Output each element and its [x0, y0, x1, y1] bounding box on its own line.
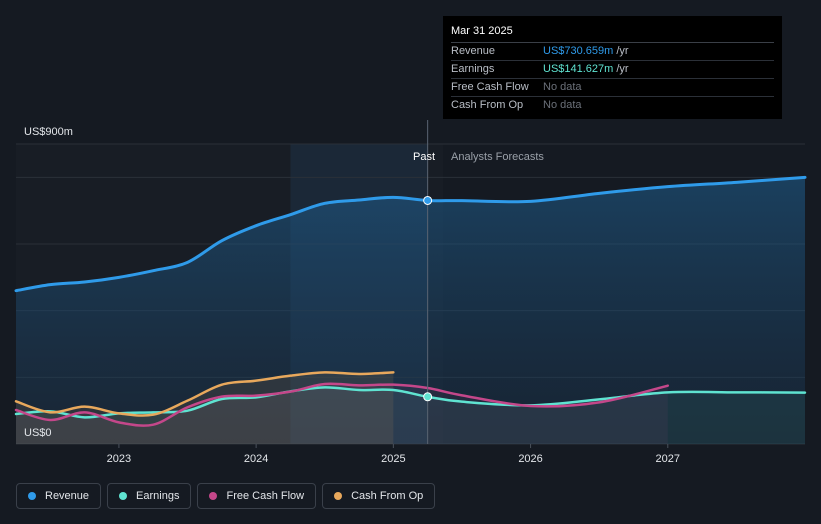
tooltip-row-revenue: Revenue US$730.659m /yr — [451, 43, 774, 61]
legend-item-earnings[interactable]: Earnings — [107, 483, 192, 509]
past-label: Past — [413, 151, 435, 163]
legend: Revenue Earnings Free Cash Flow Cash Fro… — [16, 483, 436, 509]
forecast-label: Analysts Forecasts — [451, 151, 544, 163]
tooltip-label: Cash From Op — [451, 99, 524, 111]
tooltip-row-free-cash-flow: Free Cash Flow No data — [451, 79, 774, 97]
x-tick-label: 2023 — [107, 453, 131, 465]
legend-item-cash-from-op[interactable]: Cash From Op — [322, 483, 436, 509]
legend-dot-icon — [28, 492, 36, 500]
legend-dot-icon — [119, 492, 128, 500]
y-axis-max-label: US$900m — [24, 126, 73, 138]
tooltip-label: Earnings — [451, 63, 495, 75]
free-cash-flow-line — [14, 382, 670, 427]
tooltip-row-earnings: Earnings US$141.627m /yr — [451, 61, 774, 79]
revenue-area — [16, 177, 805, 445]
legend-item-revenue[interactable]: Revenue — [16, 483, 102, 509]
revenue-line — [14, 175, 807, 293]
tooltip-date: Mar 31 2025 — [451, 22, 774, 43]
legend-label: Revenue — [45, 490, 90, 502]
tooltip: Mar 31 2025 Revenue US$730.659m /yr Earn… — [443, 16, 782, 119]
x-tick-label: 2026 — [518, 453, 542, 465]
y-axis-min-label: US$0 — [24, 427, 52, 439]
earnings-marker — [423, 392, 433, 402]
x-tick-label: 2025 — [381, 453, 405, 465]
revenue-marker — [423, 195, 433, 205]
legend-label: Earnings — [136, 490, 180, 502]
tooltip-unit: /yr — [616, 63, 629, 75]
legend-label: Cash From Op — [351, 490, 424, 502]
legend-dot-icon — [209, 492, 218, 500]
tooltip-value: US$730.659m — [543, 45, 614, 57]
tooltip-value: No data — [543, 99, 582, 111]
cash-from-op-line — [14, 371, 395, 417]
tooltip-label: Revenue — [451, 45, 496, 57]
tooltip-unit: /yr — [616, 45, 629, 57]
legend-item-free-cash-flow[interactable]: Free Cash Flow — [197, 483, 317, 509]
series-lines — [14, 175, 807, 427]
hover-markers — [423, 195, 433, 402]
free-cash-flow-area — [16, 383, 668, 444]
x-tick-label: 2027 — [656, 453, 680, 465]
tooltip-label: Free Cash Flow — [451, 81, 529, 93]
tooltip-value: US$141.627m — [543, 63, 614, 75]
legend-label: Free Cash Flow — [226, 490, 305, 502]
x-axis-ticks: 2023 2024 2025 2026 2027 — [107, 444, 680, 465]
legend-dot-icon — [334, 492, 343, 500]
x-tick-label: 2024 — [244, 453, 268, 465]
tooltip-row-cash-from-op: Cash From Op No data — [451, 97, 774, 114]
tooltip-value: No data — [543, 81, 582, 93]
